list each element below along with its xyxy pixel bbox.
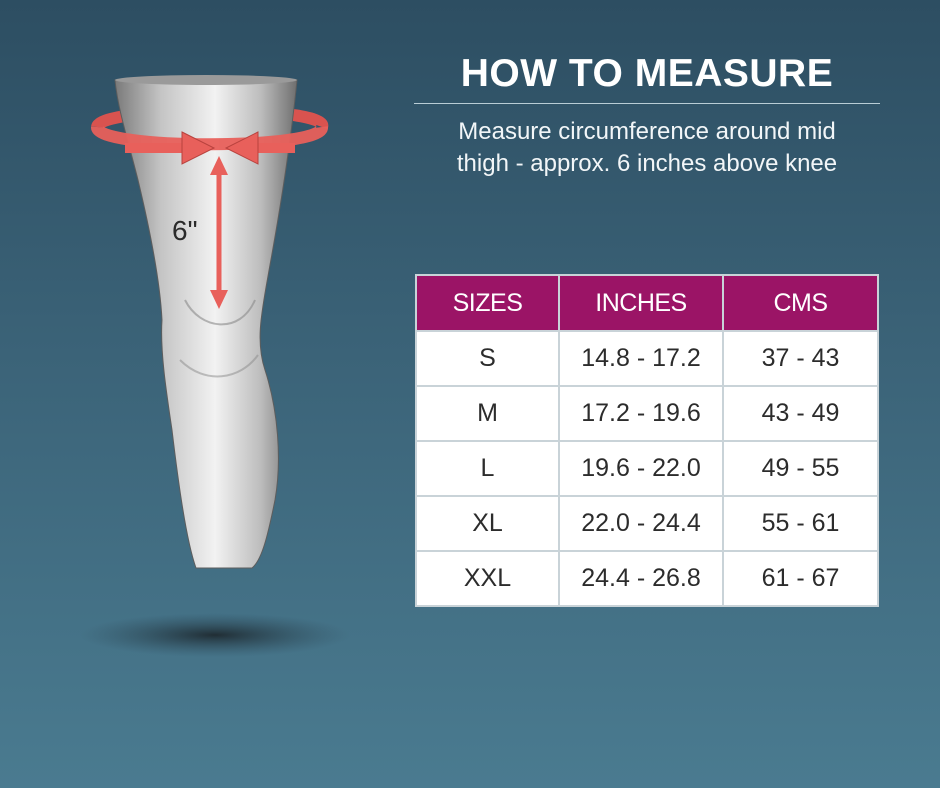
table-row: M 17.2 - 19.6 43 - 49 <box>415 385 879 442</box>
vertical-arrow-bottom <box>210 290 228 309</box>
knee-detail <box>184 299 256 326</box>
right-arrow-head <box>224 131 259 165</box>
size-cell: L <box>415 440 560 497</box>
page-title: HOW TO MEASURE <box>460 52 834 95</box>
leg-illustration: 6" <box>80 75 350 657</box>
inches-cell: 24.4 - 26.8 <box>558 550 724 607</box>
leg-shadow <box>80 613 350 657</box>
cms-cell: 43 - 49 <box>722 385 879 442</box>
cms-cell: 37 - 43 <box>722 330 879 387</box>
measure-ring-front <box>91 124 328 151</box>
measurement-label: 6" <box>172 215 198 246</box>
column-header-inches: INCHES <box>558 274 724 332</box>
inches-cell: 19.6 - 22.0 <box>558 440 724 497</box>
title-divider <box>414 103 880 104</box>
size-cell: S <box>415 330 560 387</box>
size-cell: XL <box>415 495 560 552</box>
inches-cell: 17.2 - 19.6 <box>558 385 724 442</box>
vertical-arrow-top <box>210 156 228 175</box>
column-header-sizes: SIZES <box>415 274 560 332</box>
measure-instructions: Measure circumference around mid thigh -… <box>414 116 880 180</box>
size-chart-table: SIZES INCHES CMS S 14.8 - 17.2 37 - 43 M… <box>415 274 879 607</box>
left-arrow-head <box>181 131 216 165</box>
instruction-line: thigh - approx. 6 inches above knee <box>456 150 838 177</box>
cms-cell: 61 - 67 <box>722 550 879 607</box>
inches-cell: 14.8 - 17.2 <box>558 330 724 387</box>
table-row: S 14.8 - 17.2 37 - 43 <box>415 330 879 387</box>
size-cell: M <box>415 385 560 442</box>
cms-cell: 55 - 61 <box>722 495 879 552</box>
leg-shape <box>114 79 298 569</box>
column-header-cms: CMS <box>722 274 879 332</box>
table-row: L 19.6 - 22.0 49 - 55 <box>415 440 879 497</box>
instruction-line: Measure circumference around mid <box>458 118 836 145</box>
knee-detail <box>179 354 259 378</box>
table-row: XL 22.0 - 24.4 55 - 61 <box>415 495 879 552</box>
inches-cell: 22.0 - 24.4 <box>558 495 724 552</box>
size-cell: XXL <box>415 550 560 607</box>
leg-top-opening <box>115 75 297 85</box>
table-row: XXL 24.4 - 26.8 61 - 67 <box>415 550 879 607</box>
cms-cell: 49 - 55 <box>722 440 879 497</box>
table-header-row: SIZES INCHES CMS <box>415 274 879 332</box>
